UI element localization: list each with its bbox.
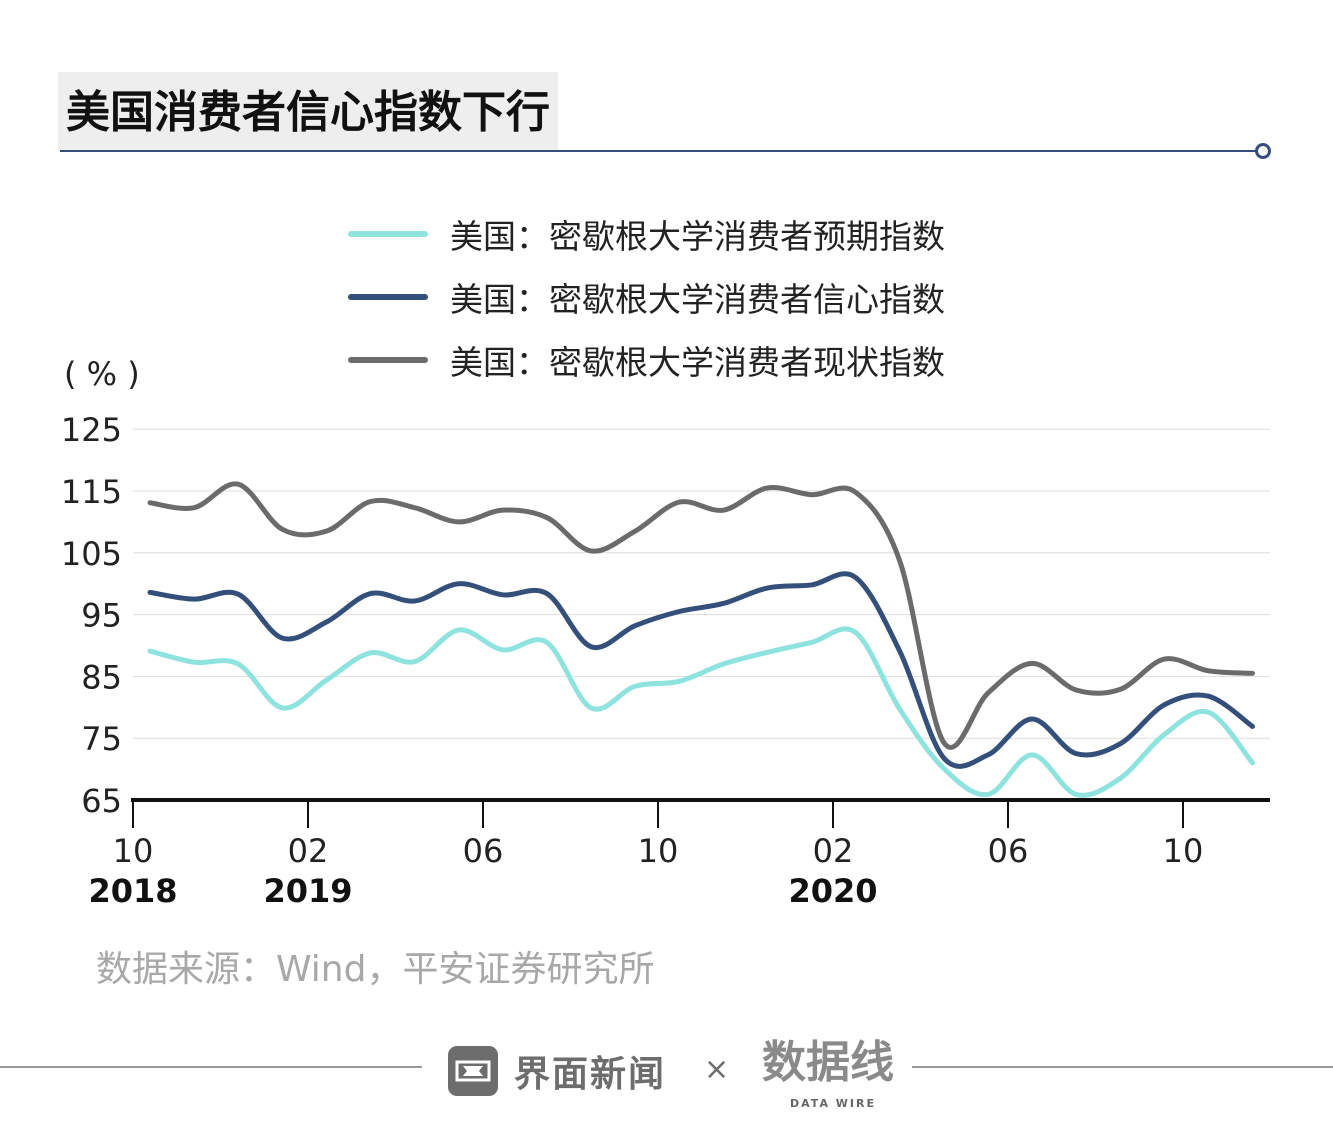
y-tick-label: 85	[81, 658, 122, 696]
x-year-label: 2019	[263, 872, 352, 910]
brand-icon	[448, 1046, 498, 1096]
chart-title: 美国消费者信心指数下行	[58, 72, 558, 150]
x-tick-label: 06	[988, 832, 1029, 870]
series-line-2	[147, 481, 1255, 750]
partner-logo-mark: 数据线	[762, 1037, 894, 1088]
x-tick-label: 02	[288, 832, 329, 870]
x-year-label: 2020	[788, 872, 877, 910]
divider-end-dot	[1255, 143, 1271, 159]
y-axis-unit: ( % )	[64, 355, 140, 393]
y-tick-label: 95	[81, 597, 122, 635]
series-line-0	[147, 626, 1255, 798]
series-line-1	[147, 571, 1255, 769]
legend-swatch	[348, 356, 428, 363]
legend-label: 美国：密歇根大学消费者信心指数	[450, 279, 945, 319]
partner-logo-sub: DATA WIRE	[790, 1097, 876, 1111]
y-tick-label: 115	[61, 473, 122, 511]
y-tick-label: 125	[61, 411, 122, 449]
y-tick-label: 65	[81, 782, 122, 820]
legend-item-current: 美国：密歇根大学消费者现状指数	[348, 328, 945, 391]
legend: 美国：密歇根大学消费者预期指数 美国：密歇根大学消费者信心指数 美国：密歇根大学…	[348, 202, 945, 391]
x-tick-label: 06	[463, 832, 504, 870]
collab-separator: ×	[704, 1052, 730, 1087]
x-tick-label: 02	[813, 832, 854, 870]
x-tick-label: 10	[638, 832, 679, 870]
title-divider	[60, 150, 1256, 152]
brand-logo: 界面新闻	[448, 1045, 666, 1097]
x-year-label: 2018	[88, 872, 177, 910]
footer-divider-left	[0, 1066, 422, 1068]
legend-swatch	[348, 293, 428, 300]
footer-divider-right	[912, 1066, 1333, 1068]
y-tick-label: 105	[61, 535, 122, 573]
legend-label: 美国：密歇根大学消费者现状指数	[450, 342, 945, 382]
y-tick-label: 75	[81, 720, 122, 758]
legend-label: 美国：密歇根大学消费者预期指数	[450, 216, 945, 256]
x-tick-label: 10	[113, 832, 154, 870]
legend-swatch	[348, 230, 428, 237]
legend-item-sentiment: 美国：密歇根大学消费者信心指数	[348, 265, 945, 328]
legend-item-expectations: 美国：密歇根大学消费者预期指数	[348, 202, 945, 265]
brand-name: 界面新闻	[514, 1054, 667, 1095]
source-note: 数据来源：Wind，平安证券研究所	[96, 949, 655, 990]
x-tick-label: 10	[1163, 832, 1204, 870]
